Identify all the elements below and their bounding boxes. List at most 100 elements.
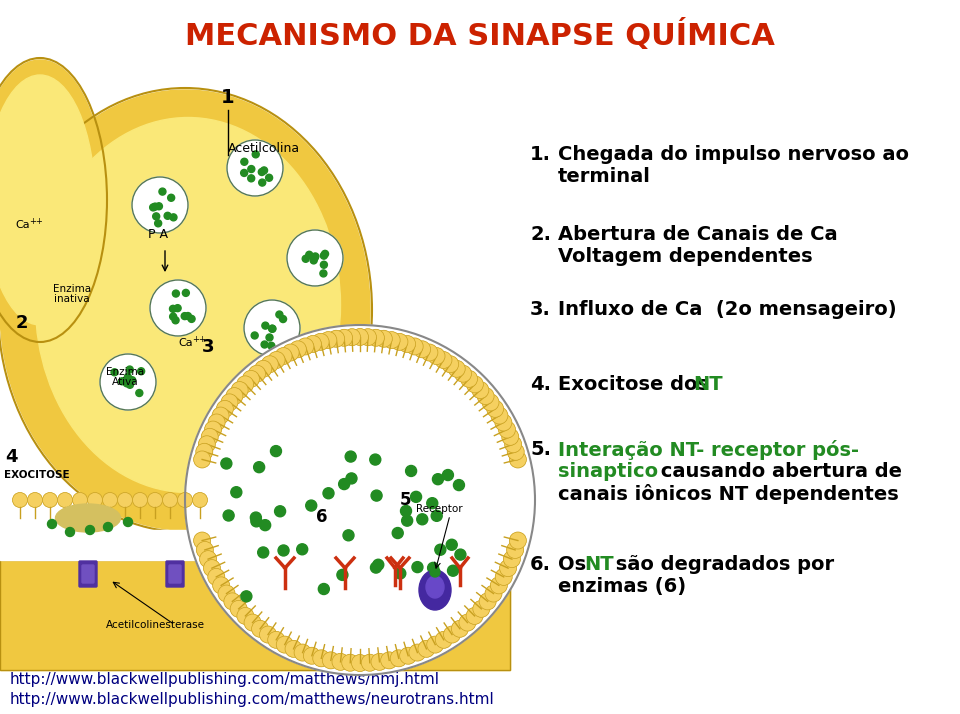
Text: sinaptico: sinaptico: [558, 462, 659, 481]
Circle shape: [150, 204, 156, 211]
Circle shape: [261, 341, 268, 348]
Text: Ca: Ca: [178, 338, 193, 348]
Circle shape: [432, 473, 444, 485]
Text: 4: 4: [5, 448, 17, 466]
Text: 6.: 6.: [530, 555, 551, 574]
Circle shape: [487, 401, 503, 417]
Text: Exocitose dos: Exocitose dos: [558, 375, 716, 394]
Circle shape: [103, 493, 117, 507]
Circle shape: [320, 270, 327, 277]
Circle shape: [133, 493, 147, 507]
Circle shape: [125, 373, 132, 381]
Circle shape: [412, 562, 423, 573]
Circle shape: [253, 462, 265, 473]
Text: Ativa: Ativa: [111, 377, 138, 387]
Circle shape: [252, 620, 268, 637]
Text: Abertura de Canais de Ca
Voltagem dependentes: Abertura de Canais de Ca Voltagem depend…: [558, 225, 838, 266]
Circle shape: [446, 539, 457, 550]
Text: Os: Os: [558, 555, 593, 574]
Ellipse shape: [419, 570, 451, 610]
Circle shape: [279, 316, 286, 323]
Circle shape: [150, 280, 206, 336]
Circle shape: [208, 569, 225, 585]
Bar: [0, 60, 510, 660]
Circle shape: [278, 545, 289, 556]
Circle shape: [248, 175, 254, 182]
Circle shape: [507, 542, 523, 558]
Circle shape: [371, 562, 381, 573]
Circle shape: [252, 151, 259, 158]
Bar: [0, 560, 510, 670]
Circle shape: [419, 641, 435, 657]
Circle shape: [310, 257, 317, 264]
Circle shape: [472, 382, 489, 398]
Circle shape: [473, 601, 490, 617]
Circle shape: [213, 578, 229, 593]
Circle shape: [319, 583, 329, 595]
Circle shape: [104, 523, 112, 531]
Circle shape: [181, 313, 188, 320]
Circle shape: [321, 332, 336, 348]
Circle shape: [28, 493, 42, 507]
Text: NT: NT: [584, 555, 613, 574]
Text: Enzima: Enzima: [53, 284, 91, 294]
Text: Influxo de Ca  (2o mensageiro): Influxo de Ca (2o mensageiro): [558, 300, 897, 319]
Circle shape: [405, 466, 417, 476]
Circle shape: [428, 348, 444, 364]
Circle shape: [392, 334, 407, 350]
Text: são degradados por: são degradados por: [609, 555, 834, 574]
Circle shape: [182, 289, 189, 296]
Circle shape: [194, 451, 210, 468]
Circle shape: [100, 354, 156, 410]
Circle shape: [155, 220, 161, 227]
Circle shape: [153, 213, 159, 220]
Text: NT: NT: [693, 375, 723, 394]
Text: Acetilcolina: Acetilcolina: [228, 142, 300, 155]
Circle shape: [231, 382, 248, 398]
Circle shape: [276, 348, 292, 364]
Circle shape: [313, 650, 329, 666]
Circle shape: [448, 361, 465, 377]
Circle shape: [126, 366, 133, 373]
Circle shape: [510, 533, 526, 548]
Ellipse shape: [56, 504, 121, 532]
Circle shape: [156, 203, 162, 210]
Circle shape: [266, 334, 273, 341]
Circle shape: [312, 253, 319, 260]
Circle shape: [199, 436, 215, 452]
Circle shape: [196, 444, 212, 460]
Circle shape: [137, 368, 145, 375]
Circle shape: [504, 551, 520, 567]
Circle shape: [170, 313, 177, 320]
Circle shape: [217, 401, 233, 417]
Circle shape: [208, 414, 225, 431]
Circle shape: [227, 388, 243, 404]
Bar: [0, 560, 510, 670]
Circle shape: [127, 381, 133, 388]
Circle shape: [164, 212, 171, 219]
Text: http://www.blackwellpublishing.com/matthews/nmj.html: http://www.blackwellpublishing.com/matth…: [10, 672, 440, 687]
Circle shape: [370, 454, 381, 465]
Circle shape: [159, 188, 166, 195]
Circle shape: [337, 569, 348, 580]
Text: P A: P A: [148, 228, 168, 241]
Circle shape: [249, 366, 265, 382]
Circle shape: [384, 332, 399, 348]
Circle shape: [204, 560, 220, 576]
Circle shape: [184, 313, 191, 320]
Circle shape: [305, 500, 317, 511]
Circle shape: [372, 490, 382, 501]
Circle shape: [269, 326, 276, 332]
Circle shape: [313, 334, 328, 350]
Circle shape: [321, 252, 327, 259]
Circle shape: [227, 140, 283, 196]
Circle shape: [395, 568, 406, 579]
Ellipse shape: [0, 90, 370, 530]
Circle shape: [297, 544, 308, 555]
Circle shape: [423, 590, 434, 600]
Circle shape: [427, 637, 444, 653]
Circle shape: [443, 470, 453, 481]
Text: 6: 6: [316, 508, 327, 526]
Circle shape: [375, 331, 392, 347]
Circle shape: [178, 493, 192, 507]
